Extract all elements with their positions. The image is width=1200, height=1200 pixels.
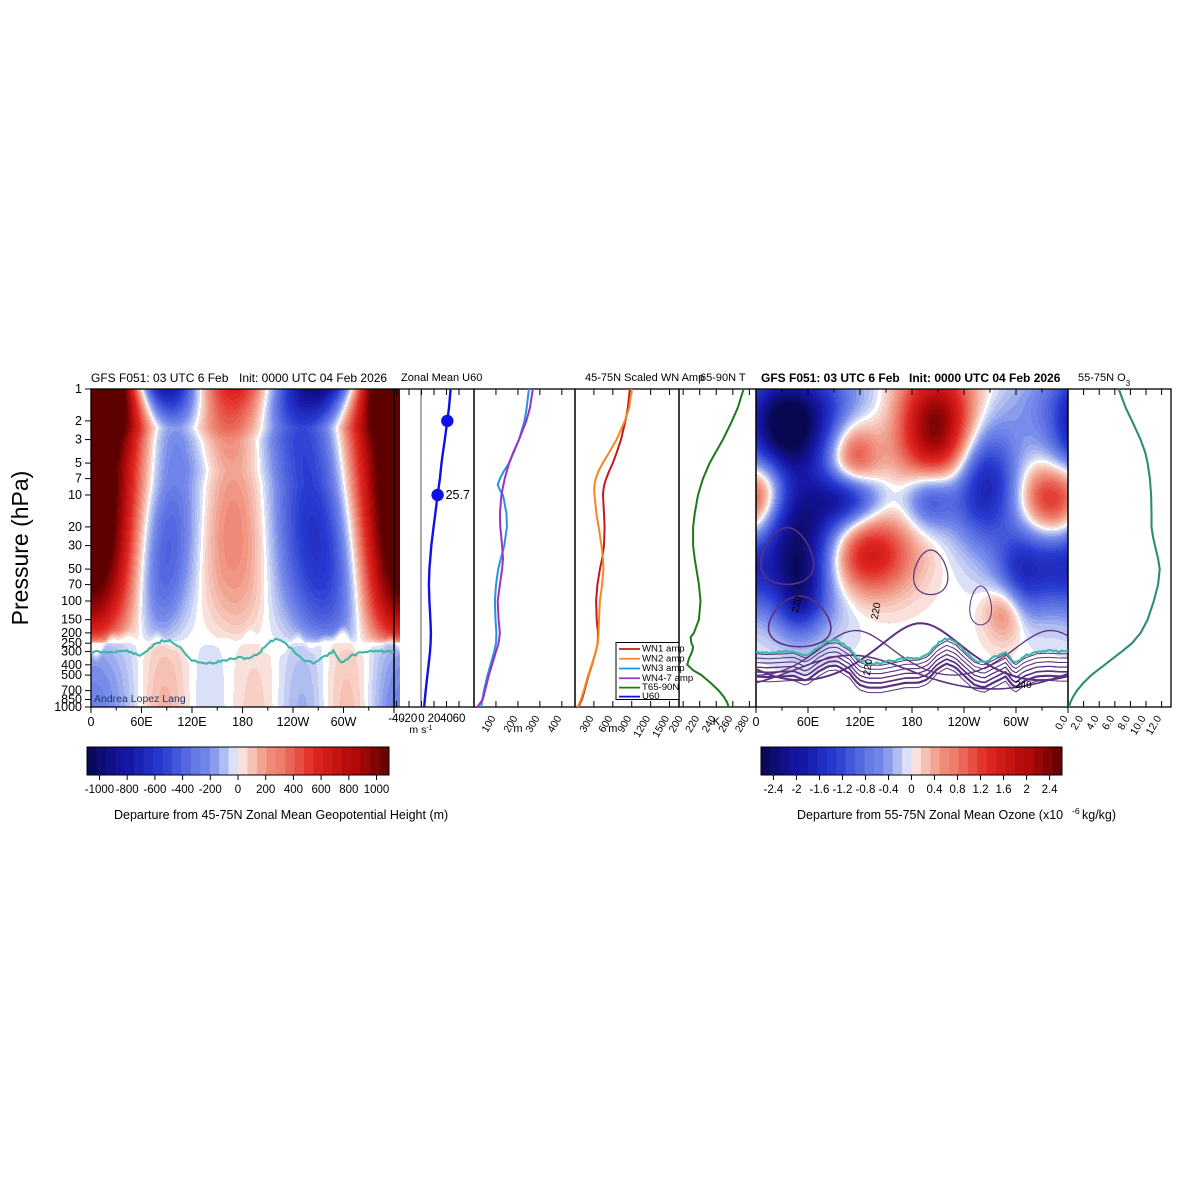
svg-text:-600: -600 xyxy=(143,784,166,796)
svg-text:Init: 0000 UTC 04 Feb 2026: Init: 0000 UTC 04 Feb 2026 xyxy=(909,371,1061,385)
svg-text:20: 20 xyxy=(68,520,82,534)
svg-text:-400: -400 xyxy=(171,784,194,796)
svg-text:120E: 120E xyxy=(845,715,874,729)
svg-text:-1.2: -1.2 xyxy=(833,784,853,796)
svg-text:3: 3 xyxy=(75,433,82,447)
svg-text:1000: 1000 xyxy=(54,700,82,714)
svg-text:-0.8: -0.8 xyxy=(856,784,876,796)
svg-text:0.4: 0.4 xyxy=(927,784,944,796)
svg-text:45-75N Scaled WN Amp: 45-75N Scaled WN Amp xyxy=(585,372,704,384)
svg-text:50: 50 xyxy=(68,562,82,576)
svg-text:120W: 120W xyxy=(948,715,981,729)
svg-text:2.4: 2.4 xyxy=(1042,784,1059,796)
svg-text:60: 60 xyxy=(453,713,466,725)
svg-text:-1.6: -1.6 xyxy=(810,784,830,796)
svg-text:70: 70 xyxy=(68,578,82,592)
svg-text:180: 180 xyxy=(232,715,253,729)
svg-text:GFS F051: 03 UTC 6 Feb: GFS F051: 03 UTC 6 Feb xyxy=(761,371,900,385)
svg-text:kg/kg): kg/kg) xyxy=(1082,808,1116,822)
svg-text:240: 240 xyxy=(1015,680,1032,691)
svg-text:2: 2 xyxy=(75,414,82,428)
svg-text:1000: 1000 xyxy=(364,784,390,796)
svg-text:-800: -800 xyxy=(116,784,139,796)
svg-text:m: m xyxy=(513,723,522,735)
svg-text:K: K xyxy=(713,716,721,728)
svg-text:Departure from 45-75N Zonal Me: Departure from 45-75N Zonal Mean Geopote… xyxy=(114,808,448,822)
svg-text:25.7: 25.7 xyxy=(446,488,470,502)
svg-text:60E: 60E xyxy=(797,715,819,729)
svg-text:0: 0 xyxy=(235,784,241,796)
svg-text:Andrea Lopez Lang: Andrea Lopez Lang xyxy=(94,693,186,705)
svg-text:120E: 120E xyxy=(177,715,206,729)
svg-text:40: 40 xyxy=(440,713,453,725)
svg-text:0: 0 xyxy=(908,784,914,796)
svg-text:60W: 60W xyxy=(1003,715,1029,729)
svg-text:300: 300 xyxy=(61,645,82,659)
svg-text:65-90N T: 65-90N T xyxy=(700,372,746,384)
svg-text:-2: -2 xyxy=(791,784,801,796)
svg-text:60W: 60W xyxy=(331,715,357,729)
svg-text:GFS F051: 03 UTC 6 Feb: GFS F051: 03 UTC 6 Feb xyxy=(91,371,229,385)
svg-text:7: 7 xyxy=(75,472,82,486)
svg-text:0: 0 xyxy=(88,715,95,729)
svg-text:Zonal Mean U60: Zonal Mean U60 xyxy=(401,372,482,384)
svg-text:-2.4: -2.4 xyxy=(764,784,784,796)
svg-text:-200: -200 xyxy=(199,784,222,796)
svg-text:1: 1 xyxy=(75,382,82,396)
svg-text:U60: U60 xyxy=(642,691,660,702)
svg-text:600: 600 xyxy=(312,784,331,796)
svg-text:0.8: 0.8 xyxy=(950,784,966,796)
svg-text:0: 0 xyxy=(753,715,760,729)
svg-text:-6: -6 xyxy=(1072,806,1080,816)
svg-text:100: 100 xyxy=(61,594,82,608)
svg-text:m: m xyxy=(608,723,617,735)
svg-text:Init: 0000 UTC 04 Feb 2026: Init: 0000 UTC 04 Feb 2026 xyxy=(239,371,387,385)
svg-text:200: 200 xyxy=(256,784,275,796)
svg-text:400: 400 xyxy=(284,784,303,796)
svg-text:-1000: -1000 xyxy=(85,784,114,796)
svg-text:120W: 120W xyxy=(277,715,310,729)
svg-text:150: 150 xyxy=(61,613,82,627)
svg-text:Pressure (hPa): Pressure (hPa) xyxy=(7,471,33,626)
svg-text:500: 500 xyxy=(61,668,82,682)
svg-text:2: 2 xyxy=(1023,784,1029,796)
svg-text:60E: 60E xyxy=(130,715,152,729)
svg-text:Departure from 55-75N Zonal Me: Departure from 55-75N Zonal Mean Ozone (… xyxy=(797,808,1063,822)
svg-text:1.2: 1.2 xyxy=(973,784,989,796)
svg-text:5: 5 xyxy=(75,456,82,470)
svg-text:20: 20 xyxy=(428,713,441,725)
svg-text:180: 180 xyxy=(902,715,923,729)
svg-text:1.6: 1.6 xyxy=(996,784,1012,796)
svg-text:10: 10 xyxy=(68,488,82,502)
svg-text:-0.4: -0.4 xyxy=(879,784,899,796)
svg-text:800: 800 xyxy=(339,784,358,796)
svg-text:30: 30 xyxy=(68,539,82,553)
